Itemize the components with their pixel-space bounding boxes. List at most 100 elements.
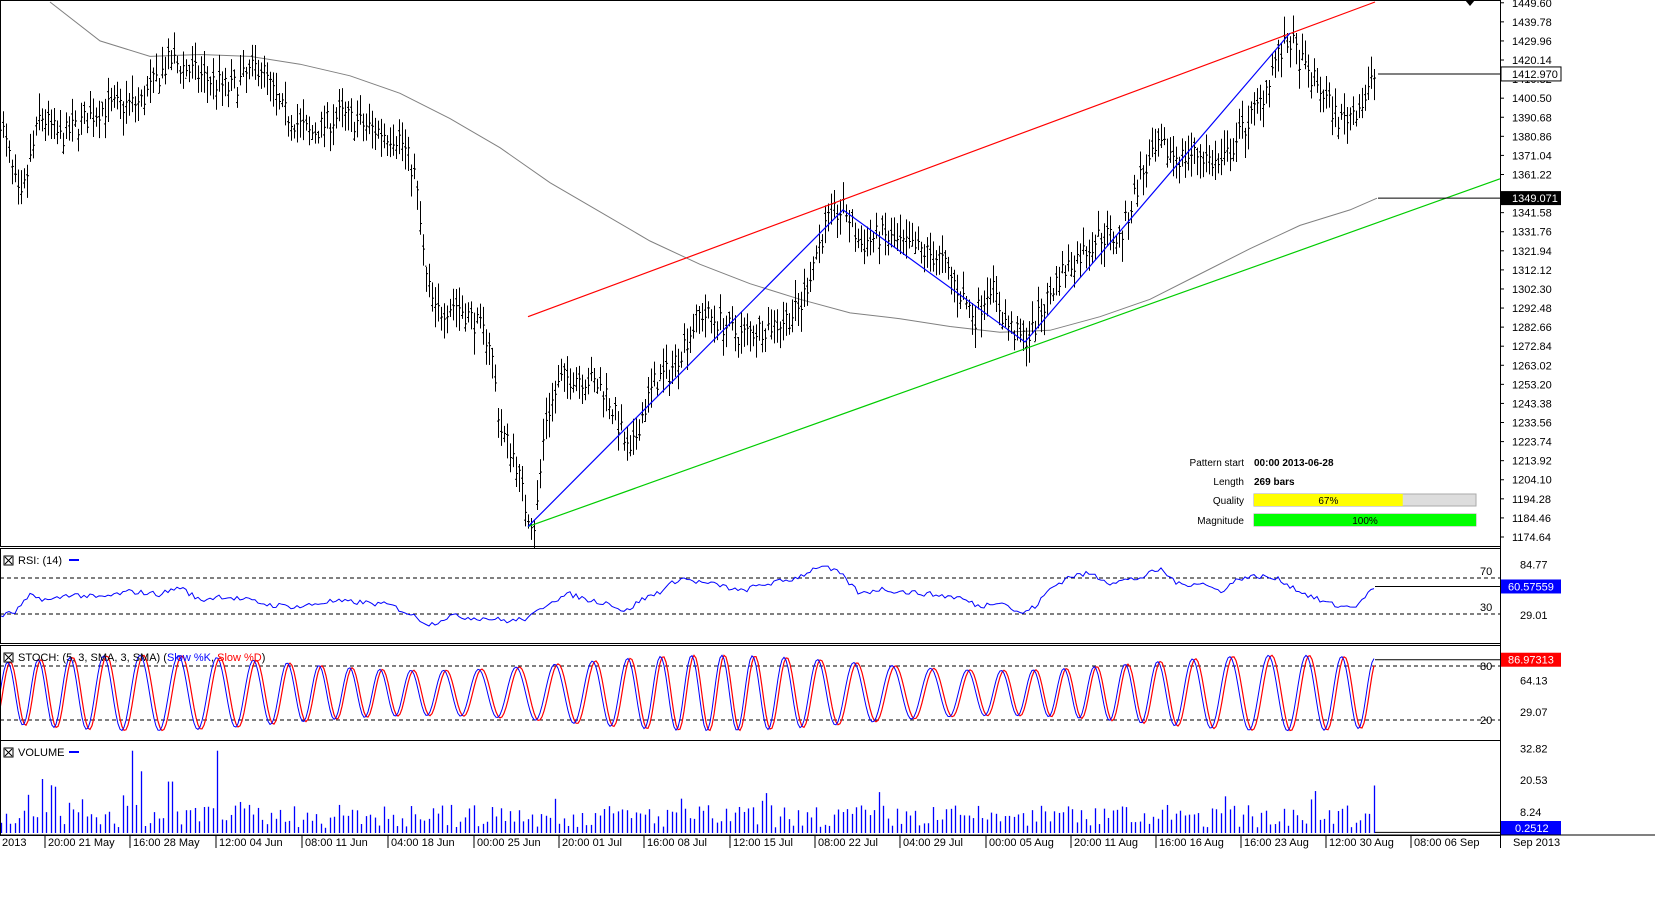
support-line	[527, 178, 1501, 528]
x-tick-label: 20:00 11 Aug	[1074, 837, 1138, 849]
pattern_start-value: 00:00 2013-06-28	[1254, 458, 1334, 469]
stoch-paren: (	[160, 652, 167, 664]
x-tick-label: 20:00 01 Jul	[562, 837, 622, 849]
rsi-line	[0, 565, 1375, 627]
stoch-k-line	[0, 654, 1375, 732]
resistance-line	[527, 1, 1376, 318]
price-tick-label: 1223.74	[1512, 437, 1552, 449]
rsi-tick-label: 29.01	[1520, 610, 1548, 622]
price-tick-label: 1312.12	[1512, 265, 1552, 277]
price-tick-label: 1439.78	[1512, 17, 1552, 29]
x-tick-label: 16:00 08 Jul	[647, 837, 707, 849]
stoch-tick-label: 29.07	[1520, 707, 1548, 719]
ma-value-label: 1349.071	[1512, 193, 1558, 205]
length-value: 269 bars	[1254, 477, 1295, 488]
price-tick-label: 1233.56	[1512, 418, 1552, 430]
rsi-value-label: 60.57559	[1508, 581, 1554, 593]
stoch-title-text: STOCH: (5, 3, SMA, 3, SMA)	[18, 652, 160, 664]
x-axis: 2013 20:00 21 May 16:00 28 May 12:00 04 Jun…	[2, 835, 1560, 849]
price-tick-label: 1213.92	[1512, 456, 1552, 468]
x-tick-label: 08:00 11 Jun	[305, 837, 368, 849]
x-tick-label: 12:00 04 Jun	[219, 837, 283, 849]
quality-bar-fill	[1254, 494, 1403, 506]
price-tick-label: 1341.58	[1512, 208, 1552, 220]
x-tick-label: 2013	[2, 837, 26, 849]
x-tick-label: 16:00 16 Aug	[1159, 837, 1224, 849]
price-tick-label: 1243.38	[1512, 398, 1552, 410]
x-tick-label: 08:00 06 Sep	[1414, 837, 1479, 849]
pattern-info-label: Quality	[1213, 496, 1244, 507]
stoch-tick-label: 64.13	[1520, 675, 1548, 687]
x-tick-label: 04:00 18 Jun	[391, 837, 455, 849]
rsi-tick-label: 84.77	[1520, 560, 1548, 572]
price-tick-label: 1321.94	[1512, 246, 1552, 258]
moving-average-line	[49, 1, 1378, 333]
stoch-title: STOCH: (5, 3, SMA, 3, SMA) (Slow %K, Slo…	[18, 652, 265, 664]
price-tick-label: 1292.48	[1512, 303, 1552, 315]
price-tick-label: 1174.64	[1512, 532, 1551, 544]
price-tick-label: 1371.04	[1512, 150, 1552, 162]
stoch-value-box	[1501, 652, 1561, 667]
stoch-comma: ,	[211, 652, 217, 664]
current-price-label: 1412.970	[1512, 69, 1558, 81]
x-tick-label: 12:00 30 Aug	[1329, 837, 1394, 849]
price-tick-label: 1400.50	[1512, 93, 1552, 105]
volume-value-label: 0.2512	[1515, 823, 1549, 835]
magnitude-value: 100%	[1352, 516, 1378, 527]
price-tick-label: 1390.68	[1512, 112, 1552, 124]
volume-tick-label: 32.82	[1520, 744, 1548, 756]
price-tick-label: 1272.84	[1512, 341, 1552, 353]
x-tick-label: 20:00 21 May	[48, 837, 115, 849]
volume-close-x	[4, 748, 13, 757]
pattern-zigzag-line	[527, 32, 1291, 528]
x-tick-label: 12:00 15 Jul	[733, 837, 793, 849]
price-panel: 1449.601439.781429.961420.141410.321400.…	[0, 0, 1562, 549]
pattern-info-label: Length	[1213, 477, 1244, 488]
scroll-marker-icon[interactable]	[1465, 0, 1475, 6]
panel-frames	[0, 0, 1655, 848]
rsi-level-label: 30	[1480, 602, 1492, 614]
magnitude-bar-fill	[1254, 514, 1476, 526]
panel-border	[0, 740, 1501, 836]
price-tick-label: 1331.76	[1512, 227, 1552, 239]
pattern-info-label: Magnitude	[1197, 516, 1244, 527]
price-tick-label: 1361.22	[1512, 169, 1552, 181]
pattern-info-label: Pattern start	[1190, 458, 1245, 469]
quality-value: 67%	[1318, 496, 1338, 507]
stoch-value-label: 86.97313	[1508, 655, 1554, 667]
volume-title: VOLUME	[18, 747, 64, 759]
stoch-k-legend: Slow %K	[167, 652, 212, 664]
stoch-paren-close: )	[262, 652, 266, 664]
x-tick-label: 00:00 25 Jun	[477, 837, 541, 849]
price-tick-label: 1253.20	[1512, 379, 1552, 391]
volume-tick-label: 20.53	[1520, 775, 1548, 787]
x-tick-label: 04:00 29 Jul	[903, 837, 963, 849]
x-tick-label: 00:00 05 Aug	[989, 837, 1054, 849]
volume-tick-label: 8.24	[1520, 807, 1541, 819]
volume-panel: 32.82 20.53 8.24 0.2512 VOLUME	[0, 744, 1561, 835]
volume-value-box	[1501, 821, 1561, 835]
price-tick-label: 1380.86	[1512, 131, 1552, 143]
pattern-info: Pattern start 00:00 2013-06-28 Length 269 b…	[1190, 458, 1477, 527]
price-tick-label: 1282.66	[1512, 322, 1552, 334]
ma-value-box	[1501, 191, 1561, 206]
stoch-close-x	[4, 653, 13, 662]
price-tick-label: 1449.60	[1512, 0, 1552, 10]
x-tick-label: Sep 2013	[1513, 837, 1560, 849]
price-tick-label: 1184.46	[1512, 513, 1551, 525]
rsi-value-box	[1501, 579, 1561, 594]
panel-border	[0, 548, 1501, 644]
price-bars	[0, 15, 1376, 549]
stoch-level-label: 20	[1480, 715, 1492, 727]
x-tick-label: 16:00 28 May	[133, 837, 200, 849]
rsi-level-label: 70	[1480, 566, 1492, 578]
price-tick-label: 1420.14	[1512, 55, 1552, 67]
price-tick-label: 1263.02	[1512, 360, 1552, 372]
stoch-d-line	[0, 654, 1375, 732]
volume-bars	[0, 750, 1376, 833]
x-tick-label: 08:00 22 Jul	[818, 837, 878, 849]
stoch-d-legend: Slow %D	[217, 652, 262, 664]
rsi-close-x	[4, 556, 13, 565]
price-tick-label: 1194.28	[1512, 494, 1551, 506]
